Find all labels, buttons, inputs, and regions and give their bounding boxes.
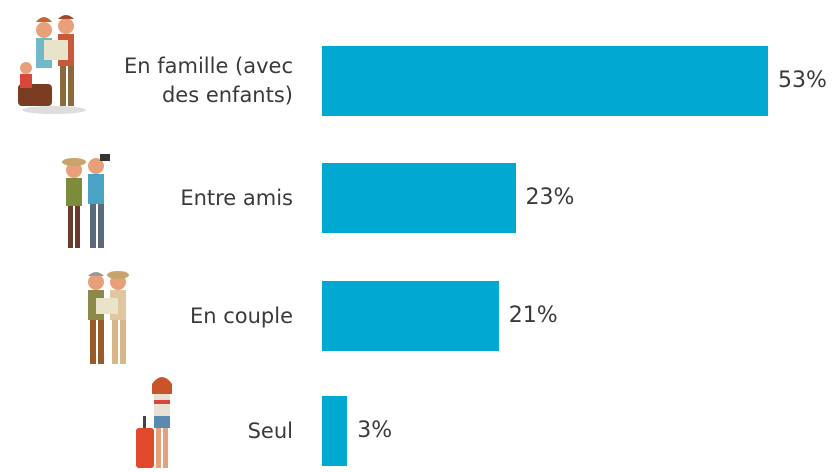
value-label: 53% [778, 68, 827, 93]
category-label: En famille (avec des enfants) [123, 54, 293, 107]
bar [322, 46, 768, 116]
bar [322, 281, 499, 351]
couple-illustration [88, 271, 129, 364]
friends-illustration [62, 154, 110, 248]
solo-illustration [136, 377, 172, 468]
bar [322, 163, 516, 233]
category-label: Entre amis [180, 185, 293, 210]
bar [322, 396, 348, 466]
value-label: 21% [508, 303, 558, 328]
value-label: 3% [357, 418, 393, 443]
category-label: Seul [247, 418, 293, 443]
value-label: 23% [525, 185, 575, 210]
family-illustration [18, 15, 86, 114]
category-label: En couple [189, 303, 293, 328]
